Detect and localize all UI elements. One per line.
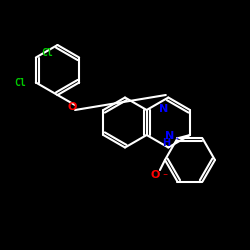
Text: O: O <box>68 102 77 113</box>
Text: N: N <box>165 131 174 141</box>
Text: H: H <box>162 138 170 147</box>
Text: O: O <box>150 170 160 180</box>
Text: Cl: Cl <box>14 78 26 88</box>
Text: ⁻: ⁻ <box>162 172 168 182</box>
Text: ⁺: ⁺ <box>174 136 179 145</box>
Text: Cl: Cl <box>41 48 52 58</box>
Text: N: N <box>159 104 168 114</box>
